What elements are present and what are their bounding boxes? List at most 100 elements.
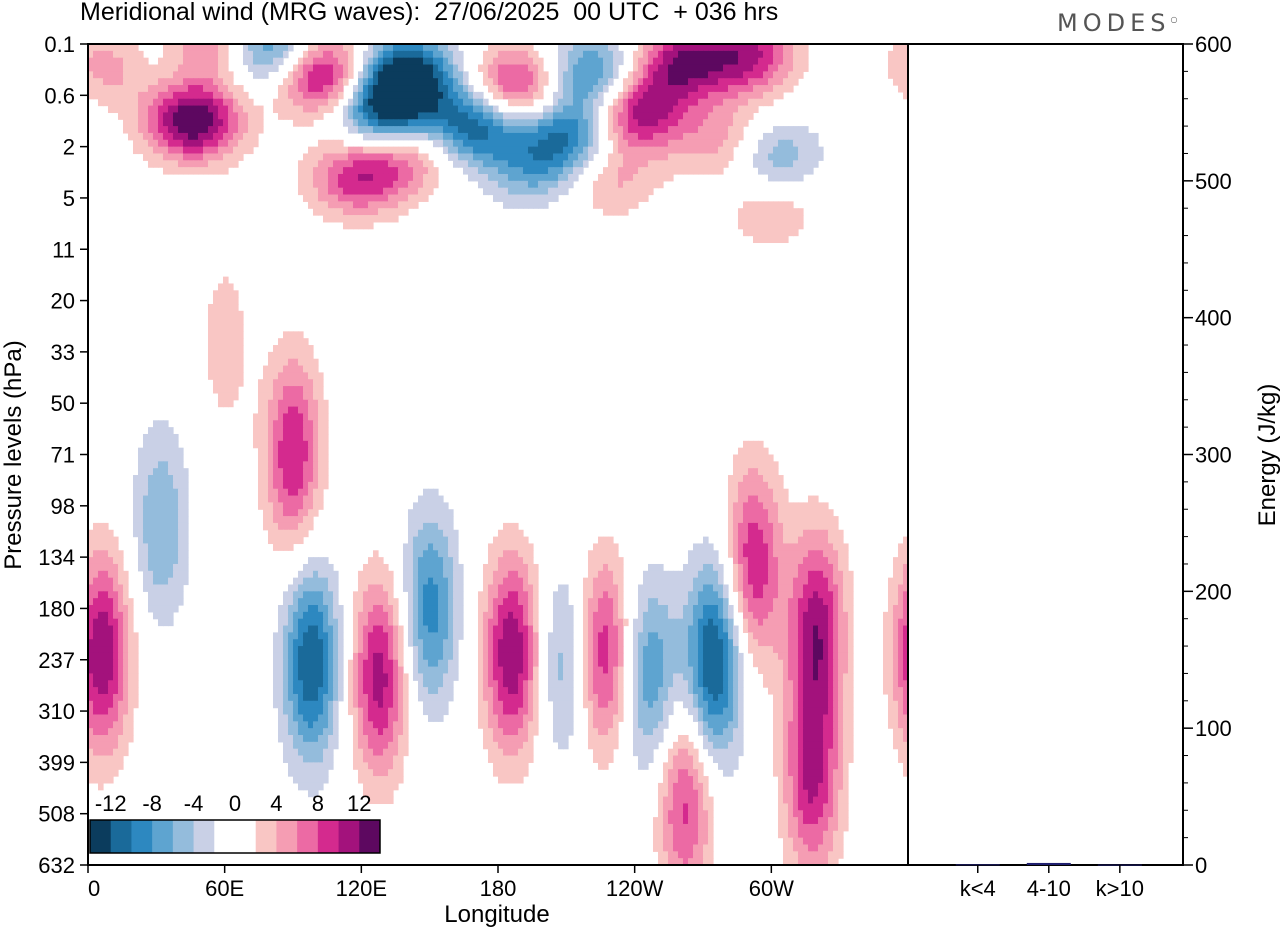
- heat-cell: [313, 618, 319, 627]
- heat-cell: [608, 78, 614, 86]
- heat-cell: [313, 488, 319, 497]
- heat-cell: [553, 153, 559, 161]
- heat-cell: [658, 126, 664, 134]
- heat-cell: [208, 358, 214, 367]
- heat-cell: [193, 153, 199, 161]
- heat-cell: [768, 598, 774, 606]
- heat-cell: [523, 160, 529, 168]
- heat-cell: [163, 146, 169, 155]
- heat-cell: [608, 591, 614, 599]
- heat-cell: [408, 112, 414, 120]
- heat-cell: [428, 91, 434, 100]
- heat-cell: [413, 598, 419, 606]
- heat-cell: [193, 71, 199, 79]
- heat-cell: [608, 577, 614, 586]
- heat-cell: [433, 509, 439, 517]
- heat-cell: [778, 44, 784, 52]
- heat-cell: [763, 461, 769, 469]
- heat-cell: [153, 543, 159, 551]
- heat-cell: [108, 85, 114, 93]
- heat-cell: [503, 91, 509, 100]
- heat-cell: [453, 64, 459, 72]
- heat-cell: [193, 85, 199, 93]
- heat-cell: [238, 317, 244, 326]
- heat-cell: [773, 71, 779, 79]
- heat-cell: [838, 618, 844, 627]
- heat-cell: [553, 591, 559, 599]
- heat-cell: [248, 139, 254, 148]
- heat-cell: [133, 522, 139, 531]
- heat-cell: [303, 71, 309, 79]
- heat-cell: [123, 98, 129, 107]
- heat-cell: [668, 153, 674, 161]
- heat-cell: [513, 160, 519, 168]
- heat-cell: [233, 132, 239, 141]
- heat-cell: [798, 516, 804, 524]
- heat-cell: [158, 468, 164, 476]
- heat-cell: [773, 85, 779, 93]
- heat-cell: [438, 536, 444, 545]
- heat-cell: [678, 570, 684, 579]
- heat-cell: [378, 91, 384, 100]
- heat-cell: [768, 85, 774, 93]
- heat-cell: [413, 98, 419, 107]
- heat-cell: [293, 379, 299, 387]
- heat-cell: [118, 591, 124, 599]
- heat-cell: [313, 112, 319, 120]
- heat-cell: [508, 187, 514, 196]
- heat-cell: [303, 440, 309, 449]
- heat-cell: [233, 153, 239, 161]
- heat-cell: [328, 187, 334, 196]
- heat-cell: [788, 78, 794, 86]
- heat-cell: [648, 91, 654, 100]
- heat-cell: [473, 167, 479, 175]
- heat-cell: [383, 91, 389, 100]
- heat-cell: [273, 386, 279, 394]
- heat-cell: [223, 85, 229, 93]
- heat-cell: [783, 509, 789, 517]
- heat-cell: [673, 139, 679, 148]
- heat-cell: [383, 105, 389, 114]
- heat-cell: [128, 98, 134, 107]
- heat-cell: [148, 64, 154, 72]
- heat-cell: [123, 618, 129, 627]
- heat-cell: [213, 297, 219, 305]
- heat-cell: [513, 139, 519, 148]
- heat-cell: [773, 488, 779, 497]
- heat-cell: [263, 461, 269, 469]
- heat-cell: [688, 44, 694, 52]
- heat-cell: [553, 167, 559, 175]
- heat-cell: [513, 563, 519, 572]
- heat-cell: [108, 536, 114, 545]
- heat-cell: [298, 618, 304, 627]
- heat-cell: [518, 529, 524, 538]
- heat-cell: [743, 454, 749, 462]
- heat-cell: [453, 146, 459, 155]
- heat-cell: [713, 584, 719, 592]
- heat-cell: [758, 468, 764, 476]
- heat-cell: [728, 139, 734, 148]
- heat-cell: [898, 85, 904, 93]
- heat-cell: [233, 392, 239, 401]
- heat-cell: [158, 78, 164, 86]
- heat-cell: [738, 44, 744, 52]
- heat-cell: [533, 598, 539, 606]
- heat-cell: [683, 78, 689, 86]
- heat-cell: [503, 550, 509, 558]
- heat-cell: [303, 112, 309, 120]
- heat-cell: [103, 584, 109, 592]
- heat-cell: [318, 146, 324, 155]
- heat-cell: [428, 550, 434, 558]
- heat-cell: [153, 591, 159, 599]
- heat-cell: [308, 399, 314, 408]
- heat-cell: [243, 126, 249, 134]
- heat-cell: [828, 618, 834, 627]
- heat-cell: [758, 139, 764, 148]
- heat-cell: [753, 516, 759, 524]
- heat-cell: [438, 509, 444, 517]
- heat-cell: [768, 605, 774, 613]
- heat-cell: [473, 146, 479, 155]
- heat-cell: [378, 591, 384, 599]
- heat-cell: [313, 386, 319, 394]
- heat-cell: [353, 611, 359, 620]
